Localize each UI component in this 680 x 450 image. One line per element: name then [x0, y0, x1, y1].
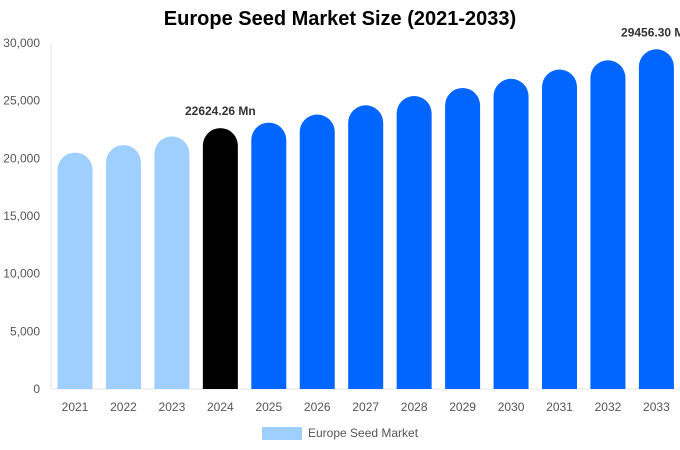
bar [542, 69, 577, 389]
x-tick-label: 2026 [304, 400, 331, 414]
data-label: 22624.26 Mn [185, 104, 256, 118]
bar [638, 49, 674, 389]
x-tick-label: 2030 [498, 400, 525, 414]
bar [202, 128, 238, 389]
x-tick-label: 2023 [159, 400, 186, 414]
bar [445, 87, 481, 389]
legend-swatch [262, 426, 302, 440]
x-tick-label: 2033 [643, 400, 670, 414]
bar [348, 105, 384, 389]
x-tick-label: 2029 [449, 400, 476, 414]
bar [57, 152, 93, 389]
legend[interactable]: Europe Seed Market [262, 426, 418, 440]
y-tick-label: 30,000 [3, 36, 40, 50]
x-tick-label: 2025 [255, 400, 282, 414]
bar [299, 114, 335, 390]
bar [493, 78, 529, 389]
bar [396, 96, 432, 389]
x-tick-label: 2024 [207, 400, 234, 414]
bar [590, 60, 626, 390]
data-label: 29456.30 Mn [621, 25, 680, 39]
y-tick-label: 0 [33, 382, 40, 396]
x-tick-label: 2028 [401, 400, 428, 414]
y-tick-label: 5,000 [10, 324, 40, 338]
legend-label: Europe Seed Market [308, 426, 419, 440]
x-tick-label: 2032 [595, 400, 622, 414]
y-tick-label: 20,000 [3, 151, 40, 165]
chart-title: Europe Seed Market Size (2021-2033) [163, 8, 517, 30]
x-tick-label: 2027 [352, 400, 379, 414]
y-tick-label: 10,000 [3, 267, 40, 281]
x-tick-label: 2021 [62, 400, 89, 414]
bar [251, 122, 287, 389]
y-tick-label: 15,000 [3, 209, 40, 223]
x-tick-label: 2022 [110, 400, 137, 414]
y-tick-label: 25,000 [3, 94, 40, 108]
x-tick-label: 2031 [546, 400, 573, 414]
bar [105, 145, 141, 389]
bar [154, 136, 190, 389]
